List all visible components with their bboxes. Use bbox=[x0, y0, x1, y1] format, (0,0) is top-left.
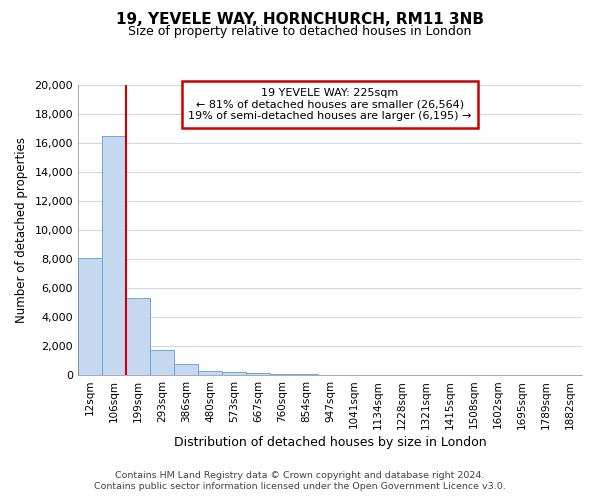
Bar bbox=[246, 374, 270, 375]
Bar bbox=[270, 374, 294, 375]
Text: Size of property relative to detached houses in London: Size of property relative to detached ho… bbox=[128, 25, 472, 38]
Y-axis label: Number of detached properties: Number of detached properties bbox=[14, 137, 28, 323]
Bar bbox=[126, 298, 150, 375]
Bar bbox=[198, 370, 222, 375]
Bar bbox=[222, 372, 246, 375]
Text: Contains HM Land Registry data © Crown copyright and database right 2024.: Contains HM Land Registry data © Crown c… bbox=[115, 471, 485, 480]
Text: 19, YEVELE WAY, HORNCHURCH, RM11 3NB: 19, YEVELE WAY, HORNCHURCH, RM11 3NB bbox=[116, 12, 484, 28]
Bar bbox=[294, 374, 318, 375]
Bar bbox=[174, 364, 198, 375]
Bar bbox=[78, 258, 102, 375]
Text: 19 YEVELE WAY: 225sqm
← 81% of detached houses are smaller (26,564)
19% of semi-: 19 YEVELE WAY: 225sqm ← 81% of detached … bbox=[188, 88, 472, 121]
Text: Contains public sector information licensed under the Open Government Licence v3: Contains public sector information licen… bbox=[94, 482, 506, 491]
X-axis label: Distribution of detached houses by size in London: Distribution of detached houses by size … bbox=[173, 436, 487, 448]
Bar bbox=[102, 136, 126, 375]
Bar bbox=[150, 350, 174, 375]
